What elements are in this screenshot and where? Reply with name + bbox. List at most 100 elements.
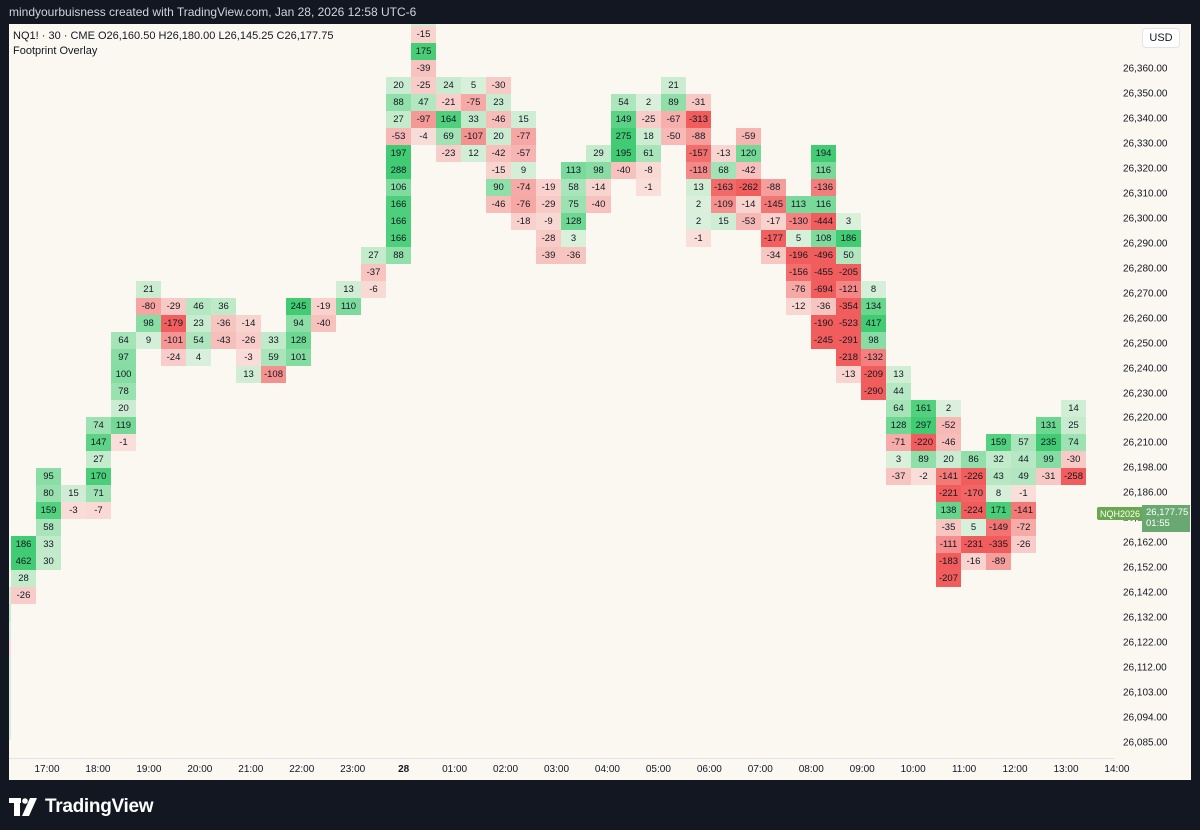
footprint-cell: 64 (111, 332, 136, 349)
symbol-label-tag: NQH2026 (1097, 507, 1144, 520)
footprint-cell: -231 (961, 536, 986, 553)
footprint-cell: 89 (911, 451, 936, 468)
currency-button[interactable]: USD (1142, 28, 1180, 48)
footprint-cell: -444 (811, 213, 836, 230)
tradingview-logo[interactable]: TradingView (9, 796, 154, 818)
footprint-cell: 54 (186, 332, 211, 349)
footprint-cell: -37 (886, 468, 911, 485)
footprint-cell: 57 (1011, 434, 1036, 451)
footprint-cell: -1 (111, 434, 136, 451)
footprint-cell: 20 (386, 77, 411, 94)
footprint-cell: 166 (386, 196, 411, 213)
footprint-cell: -6 (361, 281, 386, 298)
footprint-cell: -40 (311, 315, 336, 332)
price-tick-label: 26,310.00 (1123, 188, 1168, 200)
footprint-cell: -523 (836, 315, 861, 332)
footprint-cell: 18 (636, 128, 661, 145)
footprint-cell: -21 (436, 94, 461, 111)
footprint-cell: -101 (161, 332, 186, 349)
footprint-cell: -7 (86, 502, 111, 519)
footprint-cell: 29 (586, 145, 611, 162)
price-tick-label: 26,198.00 (1123, 462, 1168, 474)
price-tick-label: 26,085.00 (1123, 737, 1168, 749)
footprint-cell: 6 (9, 689, 11, 706)
footprint-cell: 25 (1061, 417, 1086, 434)
price-tick-label: 26,094.00 (1123, 712, 1168, 724)
footprint-cell: 97 (111, 349, 136, 366)
footprint-cell: -262 (736, 179, 761, 196)
footprint-cell: 235 (1036, 434, 1061, 451)
footprint-cell: 23 (186, 315, 211, 332)
footprint-cell: -156 (786, 264, 811, 281)
footprint-cell: 95 (36, 468, 61, 485)
footprint-cell: 462 (11, 553, 36, 570)
price-tick-label: 26,300.00 (1123, 213, 1168, 225)
footprint-cell: -694 (811, 281, 836, 298)
footprint-cell: 44 (1011, 451, 1036, 468)
footprint-cell: 12 (461, 145, 486, 162)
footprint-cell: 170 (86, 468, 111, 485)
footprint-cell: 120 (736, 145, 761, 162)
footprint-cell: 2 (686, 196, 711, 213)
footprint-cell: 75 (561, 196, 586, 213)
footprint-cell: 78 (111, 383, 136, 400)
footprint-cell: -40 (611, 162, 636, 179)
footprint-cell: -145 (761, 196, 786, 213)
chart-panel[interactable]: 47677-47267-26284621863033581598095-315-… (9, 24, 1191, 780)
footprint-cell: 59 (261, 349, 286, 366)
time-tick-label: 04:00 (594, 764, 620, 775)
footprint-cell: 197 (386, 145, 411, 162)
footprint-cell: 3 (561, 230, 586, 247)
footprint-cell: 89 (661, 94, 686, 111)
footprint-cell: -42 (736, 162, 761, 179)
footprint-cell: 128 (561, 213, 586, 230)
price-tick-label: 26,350.00 (1123, 88, 1168, 100)
footprint-cell: -53 (386, 128, 411, 145)
footprint-cell: 116 (811, 196, 836, 213)
time-tick-label: 10:00 (900, 764, 926, 775)
footprint-cell: -57 (511, 145, 536, 162)
footprint-cell: 5 (786, 230, 811, 247)
price-scale[interactable]: 26,360.00 26,350.00 26,340.00 26,330.00 26,3… (1114, 24, 1191, 758)
footprint-cell: -218 (836, 349, 861, 366)
footprint-cell: 186 (11, 536, 36, 553)
time-axis[interactable]: 17:00 18:00 19:00 20:00 21:00 22:00 23:00 28 01:… (9, 758, 1129, 780)
footprint-cell: -221 (936, 485, 961, 502)
footprint-cell: 7 (9, 672, 11, 689)
footprint-cell: -43 (211, 332, 236, 349)
time-tick-label: 17:00 (34, 764, 60, 775)
footprint-cell: 100 (111, 366, 136, 383)
footprint-plot-area[interactable]: 47677-47267-26284621863033581598095-315-… (9, 24, 1114, 758)
footprint-cell: 8 (986, 485, 1011, 502)
footprint-cell: 147 (86, 434, 111, 451)
last-price-value: 26,177.75 (1146, 507, 1189, 518)
footprint-cell: -28 (536, 230, 561, 247)
footprint-cell: -3 (61, 502, 86, 519)
price-tick-label: 26,260.00 (1123, 313, 1168, 325)
footprint-cell: 27 (361, 247, 386, 264)
symbol-legend[interactable]: NQ1! · 30 · CME O26,160.50 H26,180.00 L2… (13, 30, 334, 42)
indicator-legend[interactable]: Footprint Overlay (13, 45, 98, 57)
footprint-cell: -46 (936, 434, 961, 451)
footprint-cell: 94 (286, 315, 311, 332)
footprint-cell: -71 (886, 434, 911, 451)
footprint-cell: -2 (911, 468, 936, 485)
tradingview-wordmark: TradingView (45, 796, 154, 817)
footprint-cell: 113 (561, 162, 586, 179)
footprint-cell: 128 (886, 417, 911, 434)
footprint-cell: -26 (11, 587, 36, 604)
time-tick-label: 13:00 (1053, 764, 1079, 775)
footprint-cell: -19 (311, 298, 336, 315)
footprint-cell: -118 (686, 162, 711, 179)
footprint-cell: 27 (86, 451, 111, 468)
footprint-cell: -25 (636, 111, 661, 128)
footprint-cell: -170 (961, 485, 986, 502)
footprint-cell: -36 (561, 247, 586, 264)
footprint-cell: 5 (461, 77, 486, 94)
footprint-cell: -88 (761, 179, 786, 196)
footprint-cell: 7 (9, 706, 11, 723)
time-tick-label: 20:00 (187, 764, 213, 775)
time-tick-label: 18:00 (85, 764, 111, 775)
footprint-cell: 108 (811, 230, 836, 247)
footprint-cell: 134 (861, 298, 886, 315)
